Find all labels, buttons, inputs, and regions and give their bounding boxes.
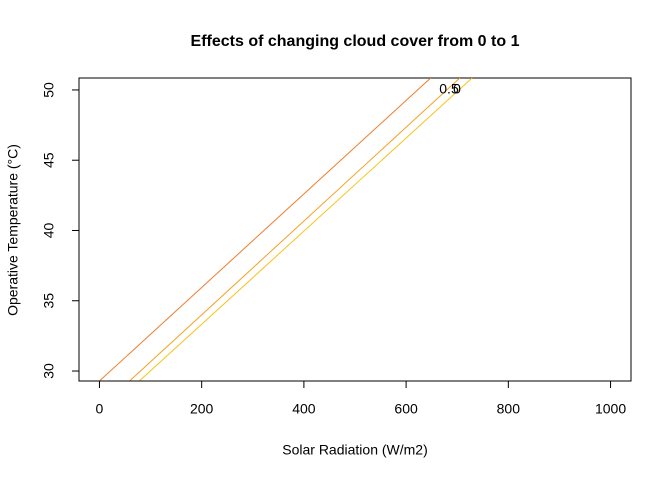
y-tick-label: 50 — [41, 82, 57, 98]
plot-lines — [99, 78, 473, 381]
y-tick-label: 30 — [41, 363, 57, 379]
plot-frame — [78, 77, 632, 382]
y-axis-label: Operative Temperature (°C) — [5, 144, 21, 316]
y-tick-label: 40 — [41, 222, 57, 238]
x-tick-label: 800 — [497, 401, 521, 417]
y-tick-label: 45 — [41, 152, 57, 168]
chart-title: Effects of changing cloud cover from 0 t… — [191, 33, 520, 50]
x-tick-label: 1000 — [595, 401, 626, 417]
line-label: 0.5 — [439, 81, 459, 97]
x-axis-label: Solar Radiation (W/m2) — [282, 442, 428, 458]
x-tick-label: 0 — [96, 401, 104, 417]
y-tick-label: 35 — [41, 293, 57, 309]
x-tick-label: 600 — [394, 401, 418, 417]
line-series — [138, 78, 473, 381]
line-series — [129, 78, 461, 381]
x-tick-label: 200 — [190, 401, 214, 417]
line-label: 0 — [453, 81, 461, 97]
x-tick-label: 400 — [292, 401, 316, 417]
line-series — [99, 78, 431, 381]
